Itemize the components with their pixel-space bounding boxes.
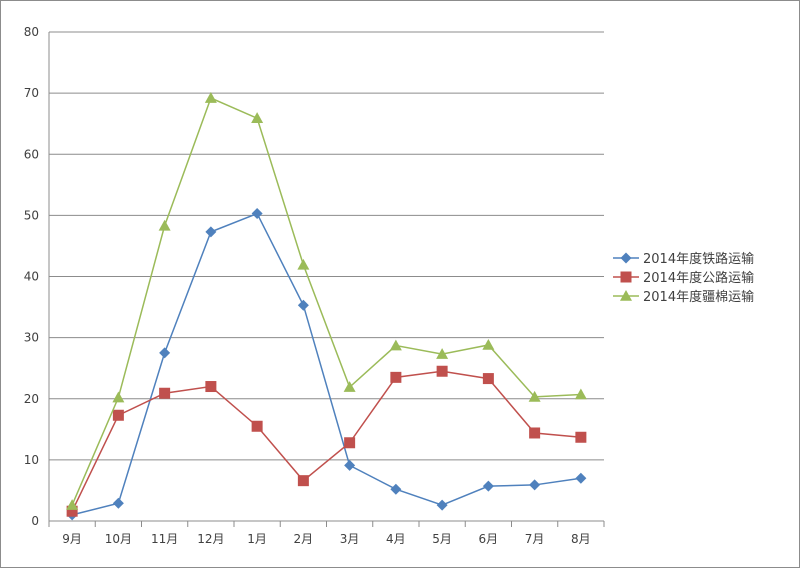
data-point-triangle (251, 112, 264, 123)
data-point-square (529, 427, 541, 439)
data-point-diamond (620, 252, 632, 264)
data-point-square (482, 373, 494, 385)
series-1 (66, 208, 587, 521)
y-tick-label: 0 (31, 514, 39, 528)
data-point-square (251, 420, 263, 432)
x-tick-label: 12月 (197, 532, 224, 546)
y-tick-label: 80 (24, 25, 39, 39)
data-point-diamond (436, 499, 448, 511)
series-2 (66, 365, 587, 517)
y-axis-ticks: 0 10 20 30 40 50 60 70 80 (24, 25, 39, 528)
data-point-diamond (205, 226, 217, 238)
gridlines (49, 31, 604, 461)
data-point-diamond (529, 479, 541, 491)
legend: 2014年度铁路运输 2014年度公路运输 2014年度疆棉运输 (613, 251, 754, 305)
x-tick-label: 8月 (571, 532, 591, 546)
data-point-diamond (112, 497, 124, 509)
data-point-triangle (482, 338, 495, 350)
y-tick-label: 30 (24, 331, 39, 345)
data-point-diamond (159, 347, 171, 359)
x-axis-ticks: 9月 10月 11月 12月 1月 2月 3月 4月 5月 6月 7月 8月 (48, 521, 605, 546)
x-tick-label: 11月 (151, 532, 178, 546)
data-point-diamond (251, 208, 263, 220)
legend-label: 2014年度公路运输 (643, 270, 754, 286)
legend-item-3: 2014年度疆棉运输 (613, 289, 754, 305)
data-point-square (436, 365, 448, 377)
data-point-square (575, 431, 587, 443)
x-tick-label: 7月 (525, 532, 545, 546)
data-point-triangle (204, 92, 217, 103)
data-point-diamond (390, 483, 402, 495)
legend-item-2: 2014年度公路运输 (613, 270, 754, 286)
y-tick-label: 70 (24, 86, 39, 100)
data-point-diamond (297, 299, 309, 311)
x-tick-label: 4月 (386, 532, 406, 546)
data-point-diamond (482, 480, 494, 492)
y-tick-label: 50 (24, 208, 39, 222)
x-tick-label: 6月 (479, 532, 499, 546)
series-line (71, 370, 581, 512)
data-point-square (66, 505, 78, 517)
data-point-square (390, 371, 402, 383)
data-point-triangle (343, 381, 356, 392)
data-point-diamond (575, 472, 587, 484)
data-point-triangle (66, 499, 79, 510)
data-point-square (297, 475, 309, 487)
legend-label: 2014年度疆棉运输 (643, 289, 754, 305)
data-point-triangle (158, 219, 171, 231)
y-tick-label: 40 (24, 270, 39, 284)
x-tick-label: 2月 (294, 532, 314, 546)
series-3 (66, 92, 587, 510)
data-point-triangle (574, 388, 587, 400)
x-tick-label: 9月 (62, 532, 82, 546)
data-point-triangle (297, 258, 310, 270)
data-point-diamond (344, 459, 356, 471)
data-point-square (344, 437, 356, 449)
legend-label: 2014年度铁路运输 (643, 251, 754, 267)
x-tick-label: 3月 (340, 532, 360, 546)
x-tick-label: 5月 (432, 532, 452, 546)
data-point-triangle (528, 390, 541, 402)
series-group (66, 92, 587, 521)
x-tick-label: 10月 (105, 532, 132, 546)
data-point-square (205, 381, 217, 393)
series-line (71, 212, 581, 516)
y-tick-label: 20 (24, 392, 39, 406)
legend-item-1: 2014年度铁路运输 (613, 251, 754, 267)
data-point-triangle (436, 348, 449, 359)
y-tick-label: 10 (24, 453, 39, 467)
data-point-triangle (620, 290, 632, 301)
data-point-square (620, 271, 632, 283)
series-line (71, 97, 581, 506)
data-point-square (112, 409, 124, 421)
y-tick-label: 60 (24, 147, 39, 161)
data-point-triangle (112, 391, 125, 403)
data-point-square (159, 387, 171, 399)
x-tick-label: 1月 (247, 532, 267, 546)
data-point-triangle (389, 339, 402, 351)
